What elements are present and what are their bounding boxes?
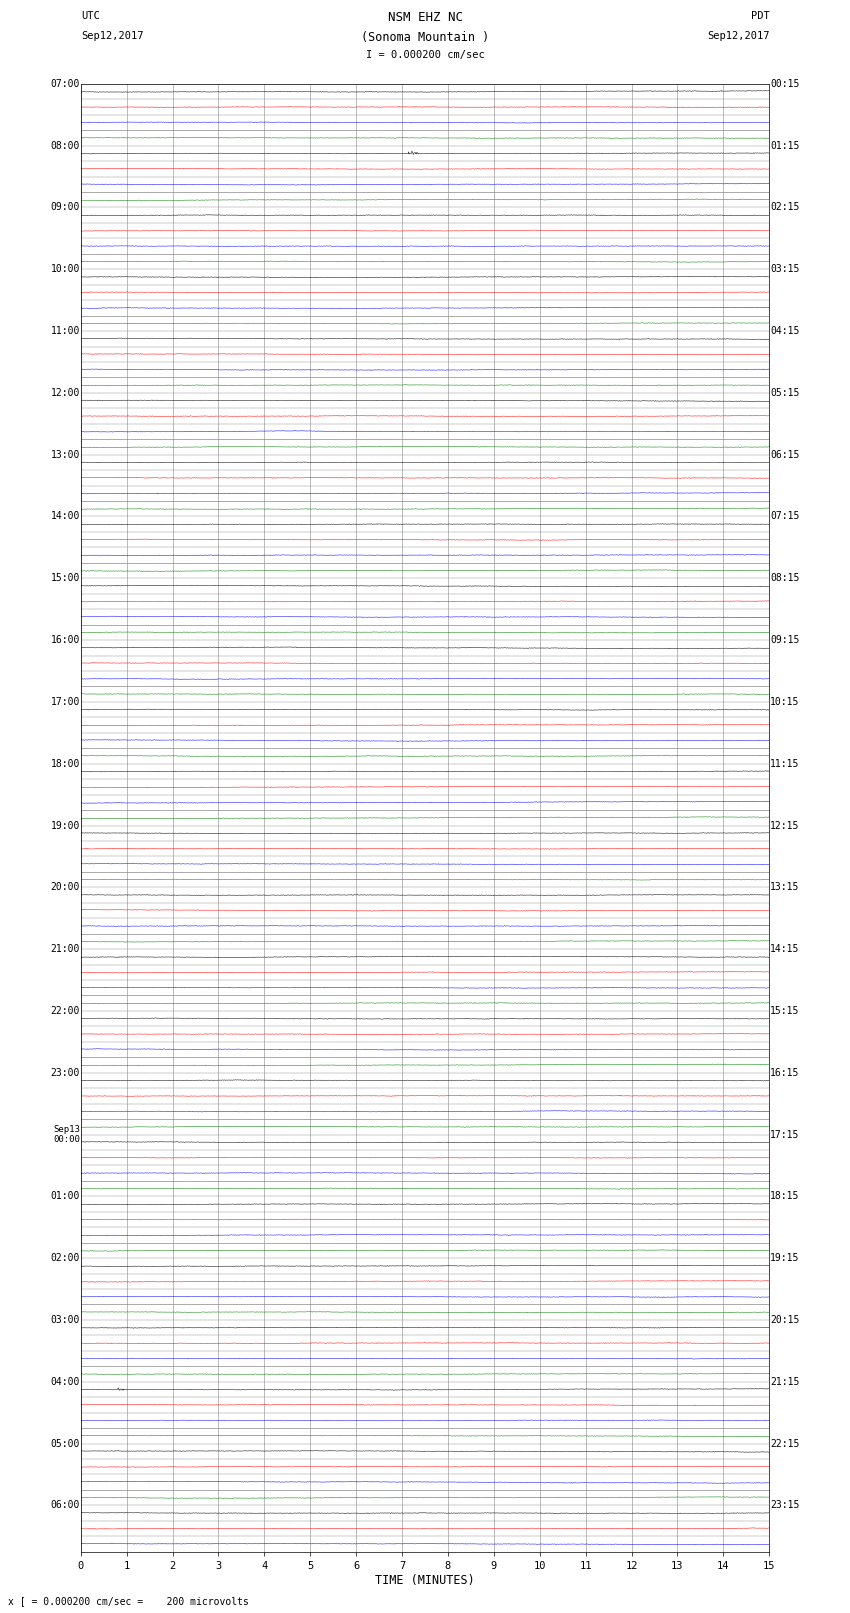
Text: 04:15: 04:15 [770, 326, 799, 336]
Text: 16:00: 16:00 [51, 636, 80, 645]
Text: 02:15: 02:15 [770, 203, 799, 213]
Text: 11:00: 11:00 [51, 326, 80, 336]
Text: 05:00: 05:00 [51, 1439, 80, 1448]
Text: 14:00: 14:00 [51, 511, 80, 521]
Text: 23:00: 23:00 [51, 1068, 80, 1077]
Text: 07:00: 07:00 [51, 79, 80, 89]
Text: (Sonoma Mountain ): (Sonoma Mountain ) [361, 31, 489, 44]
Text: 09:15: 09:15 [770, 636, 799, 645]
Text: 03:00: 03:00 [51, 1315, 80, 1324]
Text: 16:15: 16:15 [770, 1068, 799, 1077]
Text: 01:15: 01:15 [770, 140, 799, 150]
Text: UTC: UTC [81, 11, 99, 21]
Text: 18:15: 18:15 [770, 1192, 799, 1202]
Text: 02:00: 02:00 [51, 1253, 80, 1263]
Text: 04:00: 04:00 [51, 1378, 80, 1387]
Text: Sep12,2017: Sep12,2017 [706, 31, 769, 40]
Text: 09:00: 09:00 [51, 203, 80, 213]
Text: I = 0.000200 cm/sec: I = 0.000200 cm/sec [366, 50, 484, 60]
Text: 15:15: 15:15 [770, 1007, 799, 1016]
Text: 06:00: 06:00 [51, 1500, 80, 1510]
Text: 14:15: 14:15 [770, 944, 799, 955]
Text: 00:15: 00:15 [770, 79, 799, 89]
Text: x [ = 0.000200 cm/sec =    200 microvolts: x [ = 0.000200 cm/sec = 200 microvolts [8, 1597, 249, 1607]
Text: 07:15: 07:15 [770, 511, 799, 521]
Text: NSM EHZ NC: NSM EHZ NC [388, 11, 462, 24]
Text: 13:00: 13:00 [51, 450, 80, 460]
Text: 01:00: 01:00 [51, 1192, 80, 1202]
Text: 18:00: 18:00 [51, 758, 80, 769]
Text: Sep12,2017: Sep12,2017 [81, 31, 144, 40]
Text: 11:15: 11:15 [770, 758, 799, 769]
Text: 17:00: 17:00 [51, 697, 80, 706]
Text: 20:00: 20:00 [51, 882, 80, 892]
Text: 17:15: 17:15 [770, 1129, 799, 1139]
Text: 19:00: 19:00 [51, 821, 80, 831]
Text: 13:15: 13:15 [770, 882, 799, 892]
Text: 10:15: 10:15 [770, 697, 799, 706]
Text: 12:15: 12:15 [770, 821, 799, 831]
Text: 08:00: 08:00 [51, 140, 80, 150]
Text: 19:15: 19:15 [770, 1253, 799, 1263]
Text: 21:15: 21:15 [770, 1378, 799, 1387]
Text: 08:15: 08:15 [770, 573, 799, 584]
Text: 22:15: 22:15 [770, 1439, 799, 1448]
Text: 12:00: 12:00 [51, 387, 80, 398]
Text: PDT: PDT [751, 11, 769, 21]
Text: 10:00: 10:00 [51, 265, 80, 274]
Text: 23:15: 23:15 [770, 1500, 799, 1510]
X-axis label: TIME (MINUTES): TIME (MINUTES) [375, 1574, 475, 1587]
Text: 20:15: 20:15 [770, 1315, 799, 1324]
Text: 21:00: 21:00 [51, 944, 80, 955]
Text: 15:00: 15:00 [51, 573, 80, 584]
Text: 03:15: 03:15 [770, 265, 799, 274]
Text: 05:15: 05:15 [770, 387, 799, 398]
Text: 22:00: 22:00 [51, 1007, 80, 1016]
Text: Sep13
00:00: Sep13 00:00 [54, 1126, 80, 1144]
Text: 06:15: 06:15 [770, 450, 799, 460]
